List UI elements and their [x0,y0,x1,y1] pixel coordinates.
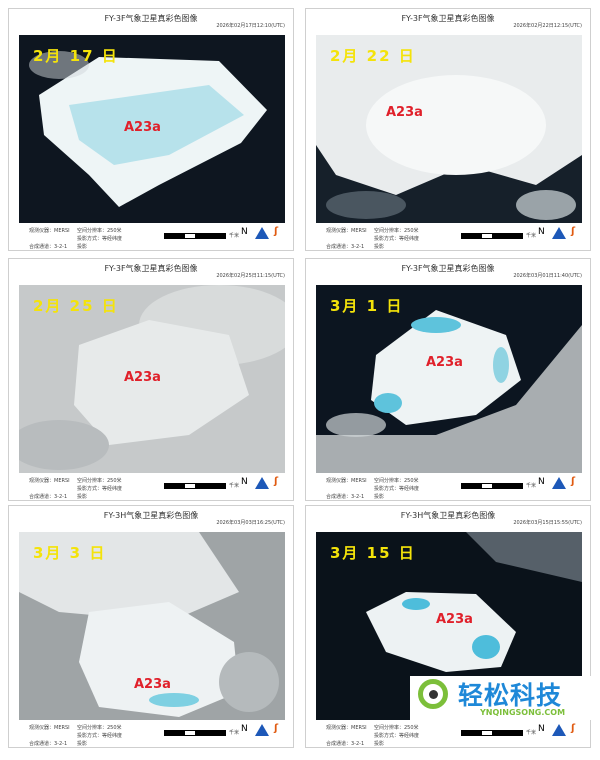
nsmc-logo-icon: ʃ [571,476,576,487]
panel-title: FY-3F气象卫星真彩色图像 [401,14,495,23]
panel-title: FY-3F气象卫星真彩色图像 [104,264,198,273]
panel-timestamp: 2026年03月03日16:25(UTC) [216,520,285,526]
scale-bar [461,233,523,239]
resolution-text: 空间分辨率：250米 [77,228,122,234]
satellite-image: 3月 3 日 A23a [19,532,285,720]
north-arrow-icon: N [538,724,545,734]
panel-title: FY-3F气象卫星真彩色图像 [104,14,198,23]
date-label: 2月 22 日 [330,47,416,65]
nsmc-logo-icon: ʃ [274,723,279,734]
north-arrow-icon: N [538,227,545,237]
resolution-text: 空间分辨率：250米 [374,228,419,234]
scale-bar [164,483,226,489]
satellite-panel: FY-3F气象卫星真彩色图像 2026年02月25日11:15(UTC) 2月 … [8,258,294,501]
panel-timestamp: 2026年03月01日11:40(UTC) [513,273,582,279]
instrument-text: 观测仪器：MERSI [326,725,367,731]
iceberg-label: A23a [386,105,423,120]
resolution-text: 空间分辨率：250米 [77,725,122,731]
watermark-url: YNQINGSONG.COM [480,708,566,717]
north-arrow-icon: N [538,477,545,487]
scale-bar [461,730,523,736]
panel-footer: 观测仪器：MERSI 空间分辨率：250米 合成通道：3-2-1 投影方式：等经纬度… [326,724,422,748]
instrument-text: 观测仪器：MERSI [29,725,70,731]
resolution-text: 空间分辨率：250米 [77,478,122,484]
agency-logo-icon [552,227,566,239]
date-label: 3月 15 日 [330,544,416,562]
projection-text: 投影方式：等经纬度投影 [374,486,420,500]
panel-timestamp: 2026年03月15日15:55(UTC) [513,520,582,526]
satellite-image: 3月 1 日 A23a [316,285,582,473]
projection-text: 投影方式：等经纬度投影 [77,733,123,747]
agency-logo-icon [255,724,269,736]
nsmc-logo-icon: ʃ [274,476,279,487]
scale-unit: 千米 [526,730,537,736]
panel-timestamp: 2026年02月17日12:10(UTC) [216,23,285,29]
instrument-text: 观测仪器：MERSI [326,228,367,234]
satellite-panel: FY-3F气象卫星真彩色图像 2026年03月01日11:40(UTC) 3月 … [305,258,591,501]
date-label: 3月 1 日 [330,297,404,315]
scale-bar [164,730,226,736]
scale-unit: 千米 [526,233,537,239]
channels-text: 合成通道：3-2-1 [326,494,365,500]
nsmc-logo-icon: ʃ [571,226,576,237]
panel-timestamp: 2026年02月25日11:15(UTC) [216,273,285,279]
satellite-image: 3月 15 日 A23a [316,532,582,720]
instrument-text: 观测仪器：MERSI [326,478,367,484]
agency-logo-icon [255,227,269,239]
north-arrow-icon: N [241,724,248,734]
satellite-panel: FY-3F气象卫星真彩色图像 2026年02月17日12:10(UTC) 2月 … [8,8,294,251]
panel-title: FY-3H气象卫星真彩色图像 [400,511,496,520]
channels-text: 合成通道：3-2-1 [29,244,68,250]
watermark-logo-icon [418,679,448,709]
watermark: 轻松科技 YNQINGSONG.COM [410,676,600,720]
satellite-panel: FY-3F气象卫星真彩色图像 2026年02月22日12:15(UTC) 2月 … [305,8,591,251]
iceberg-label: A23a [124,120,161,135]
nsmc-logo-icon: ʃ [571,723,576,734]
panel-timestamp: 2026年02月22日12:15(UTC) [513,23,582,29]
scale-unit: 千米 [229,730,240,736]
projection-text: 投影方式：等经纬度投影 [77,236,123,250]
projection-text: 投影方式：等经纬度投影 [374,236,420,250]
date-label: 3月 3 日 [33,544,107,562]
channels-text: 合成通道：3-2-1 [29,494,68,500]
panel-footer: 观测仪器：MERSI 空间分辨率：250米 合成通道：3-2-1 投影方式：等经纬度… [326,227,422,251]
panel-footer: 观测仪器：MERSI 空间分辨率：250米 合成通道：3-2-1 投影方式：等经纬度… [29,227,125,251]
satellite-panel: FY-3H气象卫星真彩色图像 2026年03月03日16:25(UTC) 3月 … [8,505,294,748]
resolution-text: 空间分辨率：250米 [374,725,419,731]
resolution-text: 空间分辨率：250米 [374,478,419,484]
instrument-text: 观测仪器：MERSI [29,478,70,484]
nsmc-logo-icon: ʃ [274,226,279,237]
scale-unit: 千米 [526,483,537,489]
scale-bar [164,233,226,239]
north-arrow-icon: N [241,227,248,237]
panel-footer: 观测仪器：MERSI 空间分辨率：250米 合成通道：3-2-1 投影方式：等经纬度… [326,477,422,501]
channels-text: 合成通道：3-2-1 [29,741,68,747]
satellite-image: 2月 25 日 A23a [19,285,285,473]
satellite-image: 2月 17 日 A23a [19,35,285,223]
panel-title: FY-3H气象卫星真彩色图像 [103,511,199,520]
iceberg-label: A23a [124,370,161,385]
channels-text: 合成通道：3-2-1 [326,244,365,250]
instrument-text: 观测仪器：MERSI [29,228,70,234]
north-arrow-icon: N [241,477,248,487]
channels-text: 合成通道：3-2-1 [326,741,365,747]
scale-unit: 千米 [229,233,240,239]
iceberg-label: A23a [426,355,463,370]
agency-logo-icon [552,477,566,489]
iceberg-label: A23a [134,677,171,692]
panel-title: FY-3F气象卫星真彩色图像 [401,264,495,273]
date-label: 2月 25 日 [33,297,119,315]
iceberg-label: A23a [436,612,473,627]
panel-footer: 观测仪器：MERSI 空间分辨率：250米 合成通道：3-2-1 投影方式：等经纬度… [29,477,125,501]
scale-bar [461,483,523,489]
projection-text: 投影方式：等经纬度投影 [374,733,420,747]
agency-logo-icon [552,724,566,736]
panel-footer: 观测仪器：MERSI 空间分辨率：250米 合成通道：3-2-1 投影方式：等经纬度… [29,724,125,748]
scale-unit: 千米 [229,483,240,489]
date-label: 2月 17 日 [33,47,119,65]
projection-text: 投影方式：等经纬度投影 [77,486,123,500]
satellite-image: 2月 22 日 A23a [316,35,582,223]
watermark-name: 轻松科技 [458,681,563,710]
agency-logo-icon [255,477,269,489]
